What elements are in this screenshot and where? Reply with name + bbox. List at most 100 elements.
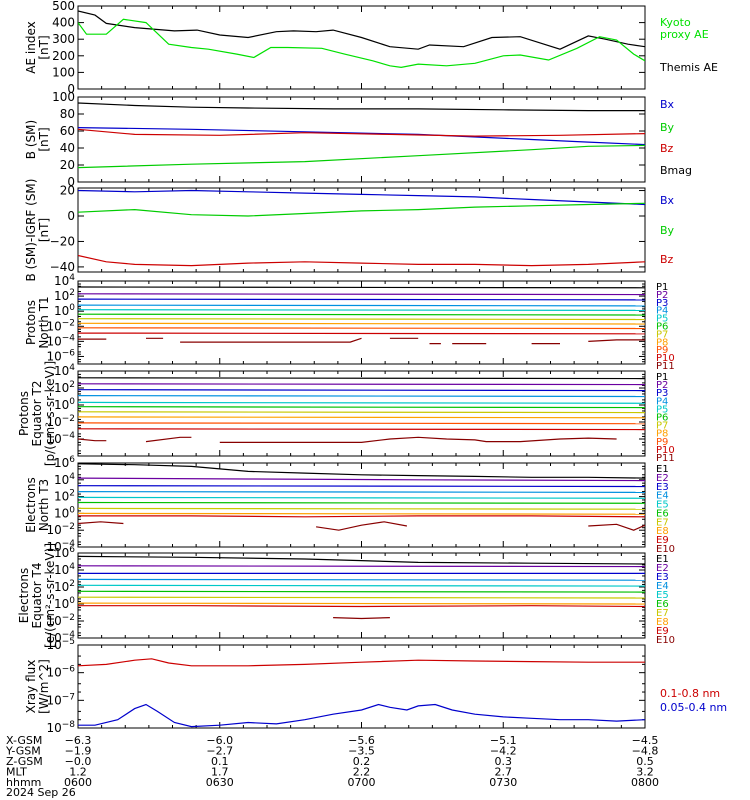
series-line-bz [78,128,645,137]
legend-item: E7 [656,608,669,619]
series-line-e4 [78,578,645,581]
y-tick-label: 80 [60,107,75,121]
series-line-e4 [78,491,645,493]
y-tick-label: 106 [54,455,75,470]
series-line-p5 [78,401,645,404]
legend-item: E2 [656,473,669,484]
series-line-0-1-0-8-nm [78,658,645,667]
y-tick-label: 200 [52,49,75,63]
series-line-p9 [78,327,645,330]
legend-item: E4 [656,581,669,592]
axis-value: 0.1 [211,755,229,768]
legend-item: P4 [656,306,668,317]
legend-item: Bz [660,253,674,266]
series-line-p1 [78,286,645,289]
panel-xray: 10−5 10−6 10−7 10−8 Xray flux[W/m^2] 0.1-0.8 … [24,637,727,735]
legend-item: Bx [660,194,675,207]
axis-value: 1.7 [211,766,229,779]
axis-value: −5.1 [490,734,517,747]
axis-value: −1.9 [65,745,92,758]
legend-item: E6 [656,508,669,519]
axis-value: 1.2 [69,766,87,779]
series-line-p7 [78,411,645,414]
y-tick-label: 10−7 [46,692,75,707]
y-tick-label: 500 [52,0,75,13]
legend-item: E10 [656,544,675,555]
panel-bsmigrf: −40 −20 0 20 B (SM)-IGRF (SM)[nT] Bx By Bz [24,179,675,282]
legend-item: E3 [656,482,669,493]
legend-item: E6 [656,599,669,610]
legend-item: P6 [656,322,668,333]
series-line-0-05-0-4-nm [78,703,645,728]
y-tick-label: 10−2 [46,318,75,333]
y-tick-label: 10−4 [46,539,75,554]
y-tick-label: 100 [52,65,75,79]
series-line-e1 [78,555,645,565]
series-line-by [78,144,645,169]
series-line-p11 [78,337,645,345]
axis-value: −4.5 [632,734,659,747]
y-tick-label: 60 [60,124,75,138]
axis-value: 0630 [206,776,234,789]
series-line-e9 [78,515,645,518]
legend-item: P8 [656,429,668,440]
series-line-e2 [78,477,645,482]
y-tick-label: 0 [67,175,75,189]
legend-item: E1 [656,554,669,565]
y-tick-label: 40 [60,141,75,155]
series-line-bx [78,127,645,146]
y-tick-label: 102 [54,579,75,594]
y-tick-label: 104 [54,273,75,288]
axis-row-label: hhmm [6,776,41,789]
y-tick-label: 100 [54,505,75,520]
legend-item: 0.1-0.8 nm [660,687,720,700]
series-line-p3 [78,389,645,392]
legend-item: P8 [656,337,668,348]
y-axis-label: ProtonsEquator T2[p/(cm²-s-sr-keV)] [17,361,57,466]
series-line-e7 [78,596,645,599]
y-tick-label: 0 [67,209,75,223]
series-line-p8 [78,416,645,419]
axis-value: −6.0 [206,734,233,747]
legend-item: Bz [660,142,674,155]
axis-value: −2.7 [206,745,233,758]
axis-value: 0600 [64,776,92,789]
y-tick-label: 102 [54,489,75,504]
legend-item: E5 [656,590,669,601]
axis-value: −4.8 [632,745,659,758]
legend-item: Kyoto proxy AE [660,16,709,41]
y-tick-label: −20 [50,234,75,248]
series-line-p6 [78,406,645,409]
y-tick-label: 10−5 [46,637,75,652]
series-line-p10 [78,428,645,431]
axis-value: −0.0 [65,755,92,768]
series-line-p11 [78,437,645,442]
series-line-p1 [78,377,645,380]
y-axis-label: ElectronsEquator T4[e/(cm²-s-sr-keV)] [17,543,57,648]
axis-value: 0.5 [636,755,654,768]
plot-frame [77,5,646,90]
y-tick-label: 102 [54,288,75,303]
y-tick-label: 20 [60,184,75,198]
series-line-p5 [78,309,645,311]
legend-item: E9 [656,626,669,637]
y-tick-label: 300 [52,32,75,46]
axis-value: 2.2 [353,766,371,779]
legend-item: E5 [656,500,669,511]
y-tick-label: 10−4 [46,630,75,645]
legend-item: E2 [656,563,669,574]
legend-item: P9 [656,345,668,356]
series-line-e10 [333,617,390,620]
series-line-e9 [78,605,645,608]
y-tick-label: 104 [54,363,75,378]
series-line-kyoto-proxy-ae [78,18,645,69]
series-line-p7 [78,318,645,321]
legend-item: P2 [656,380,668,391]
y-tick-label: 100 [54,596,75,611]
series-line-p3 [78,298,645,301]
series-line-bmag [78,102,645,112]
